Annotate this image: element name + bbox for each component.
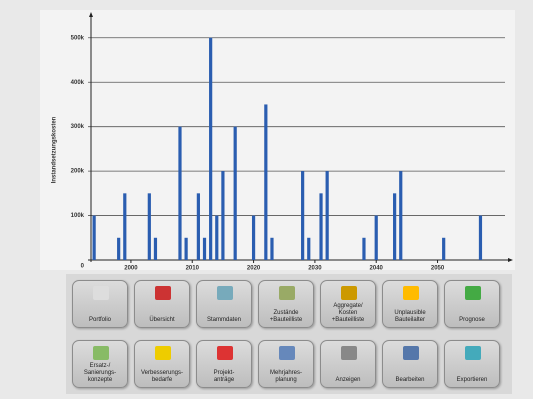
x-tick-label: 2040 bbox=[370, 266, 384, 270]
toolbar-button[interactable]: Portfolio bbox=[72, 280, 128, 328]
button-label: Übersicht bbox=[149, 317, 175, 323]
button-icon bbox=[465, 346, 481, 360]
button-icon bbox=[341, 346, 357, 360]
button-label: Zustände +Bauteilliste bbox=[269, 310, 303, 323]
bar bbox=[264, 104, 268, 260]
x-tick-label: 2020 bbox=[247, 266, 261, 270]
bar bbox=[270, 237, 274, 260]
y-tick-label: 400k bbox=[71, 80, 85, 86]
toolbar-button[interactable]: Mehrjahres- planung bbox=[258, 340, 314, 388]
button-icon bbox=[93, 346, 109, 360]
button-icon bbox=[403, 346, 419, 360]
toolbar-button[interactable]: Zustände +Bauteilliste bbox=[258, 280, 314, 328]
toolbar-button[interactable]: Übersicht bbox=[134, 280, 190, 328]
toolbar-button[interactable]: Exportieren bbox=[444, 340, 500, 388]
button-label: Exportieren bbox=[456, 377, 488, 383]
bar bbox=[374, 215, 378, 260]
bar bbox=[251, 215, 256, 260]
button-icon bbox=[403, 286, 419, 300]
bar bbox=[442, 237, 446, 260]
bar bbox=[319, 193, 323, 260]
button-label: Ersatz-/ Sanierungs- konzepte bbox=[83, 363, 117, 383]
toolbar-button[interactable]: Ersatz-/ Sanierungs- konzepte bbox=[72, 340, 128, 388]
button-label: Aggregate/ Kosten +Bauteilliste bbox=[331, 303, 365, 323]
x-tick-label: 2030 bbox=[308, 266, 322, 270]
x-tick-label: 2010 bbox=[186, 266, 200, 270]
bar bbox=[184, 237, 188, 260]
bar bbox=[153, 237, 158, 260]
button-icon bbox=[341, 286, 357, 300]
button-label: Anzeigen bbox=[335, 377, 361, 383]
chart-background bbox=[40, 10, 515, 270]
button-label: Verbesserungs- bedarfe bbox=[140, 370, 184, 383]
y-axis-label: Instandsetzungskosten bbox=[52, 116, 58, 183]
toolbar-button[interactable]: Prognose bbox=[444, 280, 500, 328]
toolbar-button[interactable]: Anzeigen bbox=[320, 340, 376, 388]
toolbar-button[interactable]: Unplausible Bauteilalter bbox=[382, 280, 438, 328]
toolbar-button[interactable]: Verbesserungs- bedarfe bbox=[134, 340, 190, 388]
toolbar-button[interactable]: Bearbeiten bbox=[382, 340, 438, 388]
y-tick-label: 500k bbox=[71, 35, 85, 41]
x-tick-label: 2050 bbox=[431, 266, 445, 270]
y-tick-label: 0 bbox=[81, 264, 85, 270]
button-label: Bearbeiten bbox=[395, 377, 425, 383]
bar bbox=[399, 171, 403, 260]
button-label: Stammdaten bbox=[206, 317, 242, 323]
toolbar-button[interactable]: Stammdaten bbox=[196, 280, 252, 328]
button-icon bbox=[279, 286, 295, 300]
toolbar-button[interactable]: Projekt- anträge bbox=[196, 340, 252, 388]
bar bbox=[147, 193, 151, 260]
button-label: Projekt- anträge bbox=[213, 370, 235, 383]
y-tick-label: 200k bbox=[71, 169, 85, 175]
button-icon bbox=[465, 286, 481, 300]
y-tick-label: 100k bbox=[71, 213, 85, 219]
bar bbox=[209, 37, 213, 261]
y-tick-label: 300k bbox=[71, 124, 85, 130]
bar bbox=[325, 171, 329, 260]
bar bbox=[221, 171, 225, 260]
toolbar-button[interactable]: Aggregate/ Kosten +Bauteilliste bbox=[320, 280, 376, 328]
bar bbox=[202, 237, 207, 260]
button-icon bbox=[155, 346, 171, 360]
button-icon bbox=[93, 286, 109, 300]
bar bbox=[215, 215, 219, 260]
bar bbox=[233, 126, 237, 261]
bar bbox=[92, 215, 96, 260]
button-icon bbox=[217, 286, 233, 300]
bar bbox=[117, 237, 121, 260]
button-label: Unplausible Bauteilalter bbox=[394, 310, 426, 323]
button-icon bbox=[155, 286, 171, 300]
button-icon bbox=[279, 346, 295, 360]
x-tick-label: 2000 bbox=[124, 266, 138, 270]
button-label: Mehrjahres- planung bbox=[269, 370, 302, 383]
bar bbox=[196, 193, 200, 260]
bar bbox=[478, 215, 483, 260]
bar bbox=[393, 193, 397, 260]
button-label: Portfolio bbox=[88, 317, 111, 323]
bar bbox=[362, 237, 366, 260]
button-icon bbox=[217, 346, 233, 360]
bar bbox=[307, 237, 311, 260]
bar bbox=[301, 171, 305, 260]
bar bbox=[123, 193, 127, 260]
bar bbox=[178, 126, 182, 261]
chart: Instandsetzungskosten 0 100k 200k 300k 400k 5… bbox=[40, 10, 515, 270]
button-label: Prognose bbox=[459, 317, 485, 323]
